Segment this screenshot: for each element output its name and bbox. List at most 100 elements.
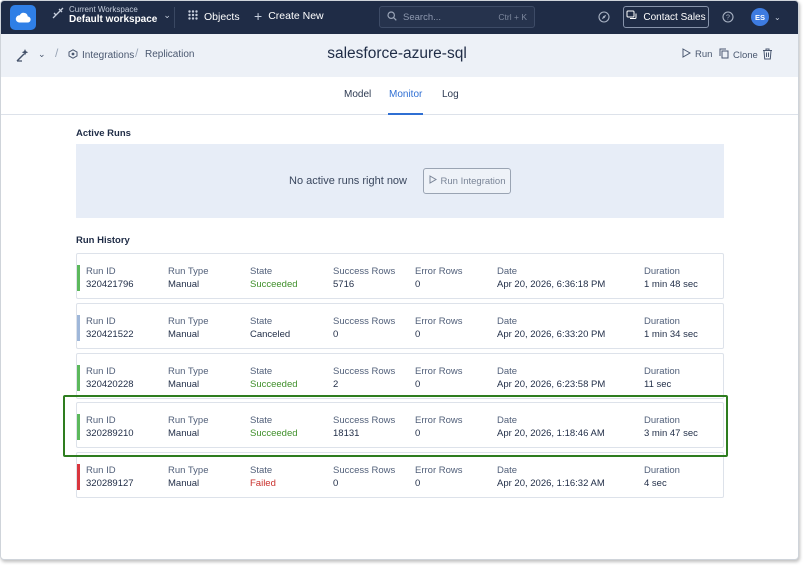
duration-cell: Duration 3 min 47 sec	[644, 414, 698, 440]
clone-label: Clone	[733, 49, 758, 61]
active-tab-indicator	[388, 113, 423, 115]
run-type-label: Run Type	[168, 266, 209, 277]
error-rows-cell: Error Rows 0	[415, 464, 463, 490]
date-value: Apr 20, 2026, 6:36:18 PM	[497, 279, 606, 290]
date-cell: Date Apr 20, 2026, 6:23:58 PM	[497, 365, 605, 391]
run-history-row[interactable]: Run ID 320289127 Run Type Manual State Failed…	[76, 452, 724, 498]
contact-sales-button[interactable]: Contact Sales	[623, 6, 709, 28]
run-label: Run	[695, 49, 713, 60]
run-history-title: Run History	[76, 235, 130, 246]
date-label: Date	[497, 316, 518, 327]
trash-icon[interactable]	[762, 47, 773, 65]
run-id-value: 320421522	[86, 329, 134, 340]
run-id-cell: Run ID 320289210	[86, 414, 134, 440]
run-button[interactable]: Run	[682, 48, 712, 61]
search-input[interactable]	[403, 11, 489, 23]
success-rows-label: Success Rows	[333, 415, 396, 426]
success-rows-value: 5716	[333, 279, 355, 290]
run-status-indicator	[77, 315, 80, 341]
state-value: Succeeded	[250, 279, 298, 290]
run-id-cell: Run ID 320421522	[86, 315, 134, 341]
run-type-value: Manual	[168, 279, 200, 290]
run-id-label: Run ID	[86, 415, 116, 426]
state-label: State	[250, 266, 273, 277]
duration-label: Duration	[644, 266, 680, 277]
plus-icon: +	[254, 8, 263, 24]
clone-button[interactable]: Clone	[719, 48, 758, 62]
date-label: Date	[497, 266, 518, 277]
create-new-label: Create New	[268, 10, 324, 22]
run-id-label: Run ID	[86, 316, 116, 327]
run-id-value: 320289210	[86, 428, 134, 439]
duration-label: Duration	[644, 465, 680, 476]
run-type-value: Manual	[168, 478, 200, 489]
workspace-name: Default workspace	[69, 14, 158, 25]
run-type-label: Run Type	[168, 465, 209, 476]
tab-log[interactable]: Log	[442, 89, 459, 100]
date-label: Date	[497, 366, 518, 377]
run-history-row[interactable]: Run ID 320421796 Run Type Manual State Succee…	[76, 253, 724, 299]
chat-icon	[626, 10, 637, 24]
state-cell: State Succeeded	[250, 265, 298, 291]
success-rows-value: 18131	[333, 428, 360, 439]
state-cell: State Canceled	[250, 315, 290, 341]
date-cell: Date Apr 20, 2026, 6:33:20 PM	[497, 315, 605, 341]
state-value: Succeeded	[250, 428, 298, 439]
state-label: State	[250, 316, 273, 327]
search-box[interactable]: Ctrl + K	[379, 6, 535, 28]
grid-icon	[188, 10, 198, 23]
date-value: Apr 20, 2026, 1:16:32 AM	[497, 478, 605, 489]
active-runs-panel	[76, 144, 724, 218]
success-rows-value: 0	[333, 478, 339, 489]
workspace-caption: Current Workspace	[69, 5, 138, 14]
state-value: Succeeded	[250, 379, 298, 390]
breadcrumb-replication[interactable]: Replication	[145, 49, 195, 60]
run-type-value: Manual	[168, 329, 200, 340]
date-label: Date	[497, 465, 518, 476]
success-rows-label: Success Rows	[333, 266, 396, 277]
error-rows-cell: Error Rows 0	[415, 265, 463, 291]
run-id-value: 320420228	[86, 379, 134, 390]
error-rows-value: 0	[415, 379, 421, 390]
compass-icon[interactable]	[598, 10, 610, 28]
state-cell: State Succeeded	[250, 365, 298, 391]
run-id-label: Run ID	[86, 266, 116, 277]
run-id-cell: Run ID 320289127	[86, 464, 134, 490]
breadcrumb-integrations[interactable]: Integrations	[68, 49, 134, 62]
copy-icon	[719, 48, 729, 62]
active-runs-title: Active Runs	[76, 128, 131, 139]
state-cell: State Failed	[250, 464, 276, 490]
error-rows-label: Error Rows	[415, 366, 463, 377]
run-history-row[interactable]: Run ID 320421522 Run Type Manual State Cancel…	[76, 303, 724, 349]
run-status-indicator	[77, 464, 80, 490]
help-icon[interactable]: ?	[722, 10, 734, 28]
date-value: Apr 20, 2026, 6:33:20 PM	[497, 329, 606, 340]
create-new-button[interactable]: + Create New	[254, 8, 324, 24]
run-type-cell: Run Type Manual	[168, 265, 209, 291]
objects-label: Objects	[204, 10, 240, 23]
run-history-row[interactable]: Run ID 320420228 Run Type Manual State Succee…	[76, 353, 724, 399]
run-integration-button[interactable]: Run Integration	[423, 168, 511, 194]
replication-type-icon[interactable]	[16, 48, 30, 67]
success-rows-label: Success Rows	[333, 316, 396, 327]
cloud-logo-icon[interactable]	[10, 5, 36, 30]
run-id-cell: Run ID 320420228	[86, 365, 134, 391]
duration-value: 4 sec	[644, 478, 667, 489]
run-history-row[interactable]: Run ID 320289210 Run Type Manual State Succee…	[76, 402, 724, 448]
run-integration-label: Run Integration	[440, 175, 506, 187]
chevron-down-icon: ⌄	[774, 12, 781, 22]
success-rows-value: 0	[333, 329, 339, 340]
no-active-runs-text: No active runs right now	[289, 175, 407, 187]
workspace-switcher[interactable]: Current Workspace Default workspace ⌄	[52, 5, 171, 25]
duration-value: 1 min 34 sec	[644, 329, 698, 340]
duration-label: Duration	[644, 415, 680, 426]
objects-menu-button[interactable]: Objects	[188, 10, 240, 23]
user-menu[interactable]: ES ⌄	[751, 8, 781, 26]
tab-monitor[interactable]: Monitor	[389, 89, 423, 100]
run-type-value: Manual	[168, 379, 200, 390]
chevron-down-icon[interactable]: ⌄	[38, 49, 46, 59]
duration-value: 11 sec	[644, 379, 672, 390]
tab-model[interactable]: Model	[344, 89, 372, 100]
run-type-cell: Run Type Manual	[168, 414, 209, 440]
svg-text:?: ?	[726, 15, 730, 22]
